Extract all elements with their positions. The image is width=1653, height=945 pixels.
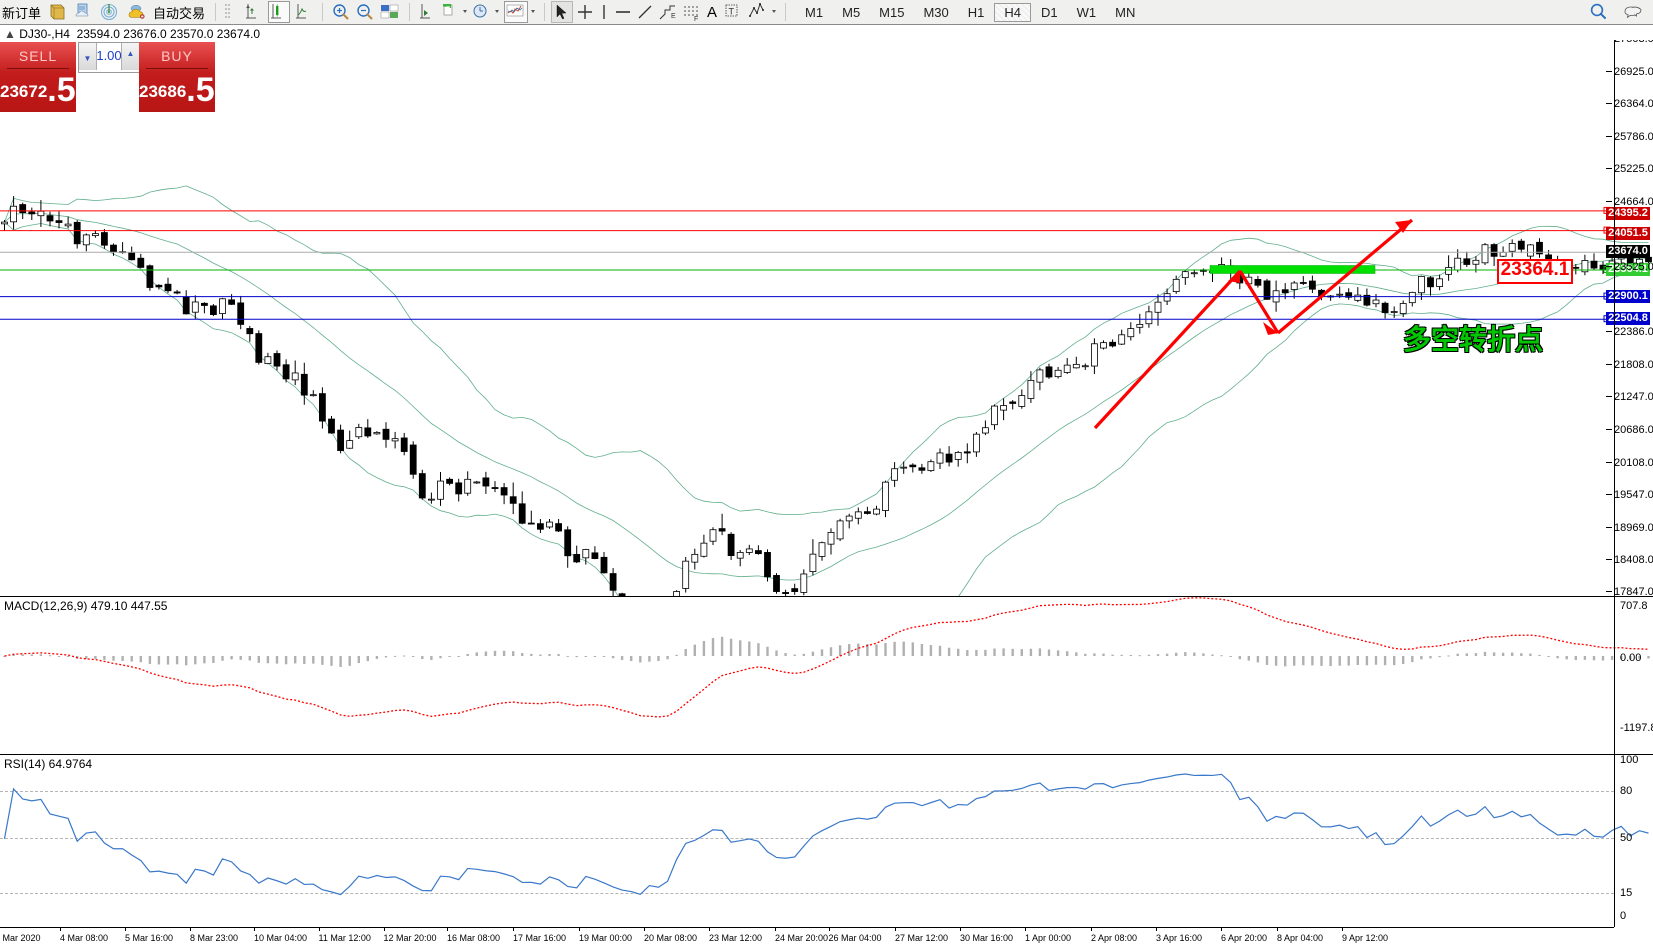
- svg-text:E: E: [671, 13, 676, 20]
- svg-text:F: F: [694, 16, 698, 22]
- svg-text:T: T: [729, 7, 735, 17]
